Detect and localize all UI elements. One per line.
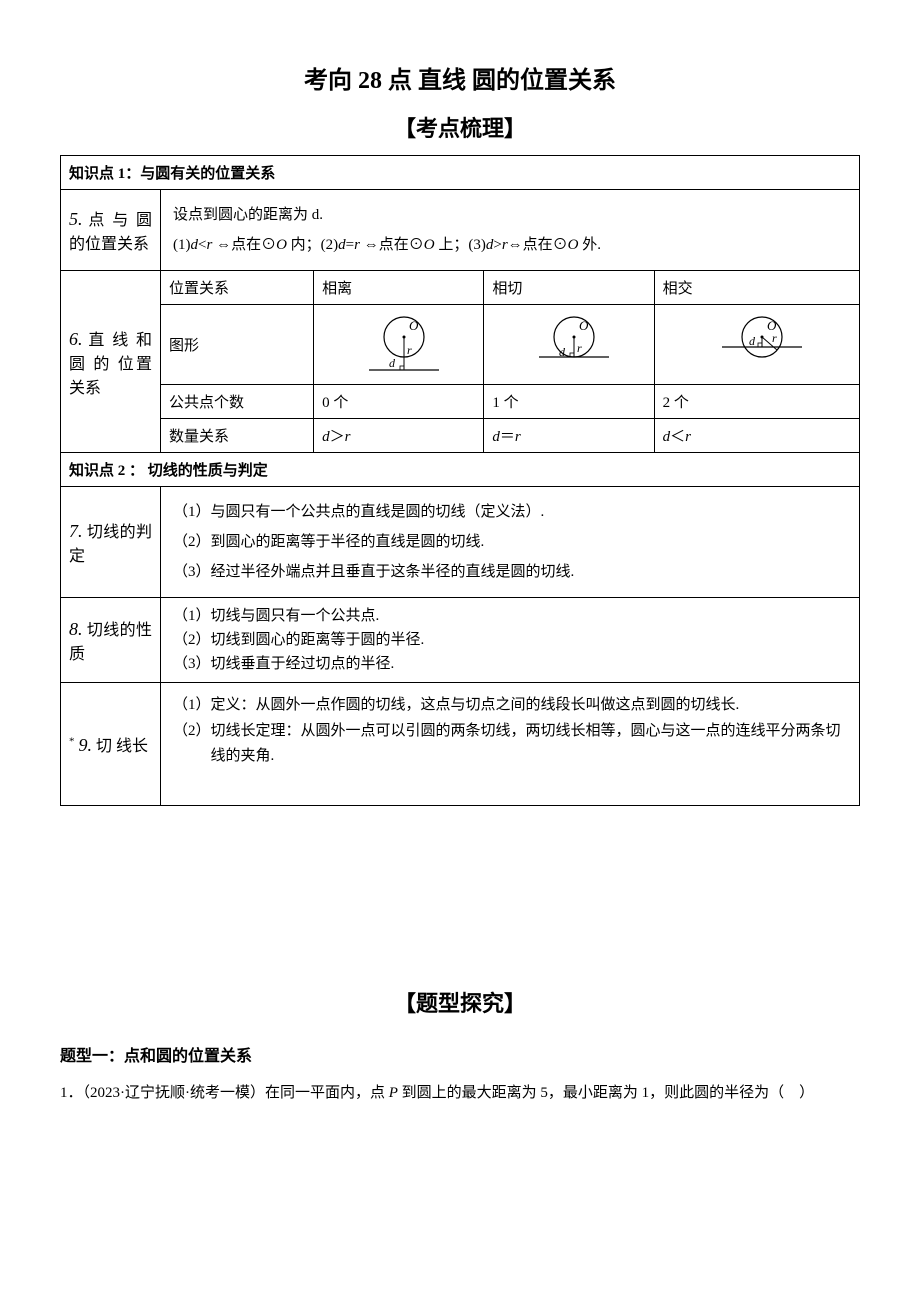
page-title: 考向 28 点 直线 圆的位置关系 — [60, 60, 860, 95]
diagram-tangent: O r d — [484, 305, 654, 385]
row7-line2: （2）到圆心的距离等于半径的直线是圆的切线. — [173, 527, 847, 557]
svg-text:r: r — [772, 331, 777, 345]
row9-asterisk: * — [69, 736, 75, 748]
diagram-intersect: O r d — [654, 305, 859, 385]
svg-text:O: O — [409, 318, 419, 333]
row8-line2: （2）切线到圆心的距离等于圆的半径. — [173, 628, 847, 652]
header-tangent: 相切 — [484, 271, 654, 305]
row9-line2: （2）切线长定理：从圆外一点可以引圆的两条切线，两切线长相等，圆心与这一点的连线… — [211, 719, 848, 770]
question-section-title: 【题型探究】 — [60, 986, 860, 1018]
question-1: 1．（2023·辽宁抚顺·统考一模）在同一平面内，点 P 到圆上的最大距离为 5… — [60, 1080, 860, 1107]
svg-text:d: d — [749, 334, 756, 348]
relation-lt: d＜r — [654, 419, 859, 453]
row8-content: （1）切线与圆只有一个公共点. （2）切线到圆心的距离等于圆的半径. （3）切线… — [161, 598, 860, 683]
row9-line1: （1）定义：从圆外一点作圆的切线，这点与切点之间的线段长叫做这点到圆的切线长. — [211, 693, 848, 719]
knowledge-table: 知识点 1：与圆有关的位置关系 5. 点 与 圆的位置关系 设点到圆心的距离为 … — [60, 155, 860, 806]
diagram-separate: O r d — [314, 305, 484, 385]
count-0: 0 个 — [314, 385, 484, 419]
row9-content: （1）定义：从圆外一点作圆的切线，这点与切点之间的线段长叫做这点到圆的切线长. … — [161, 683, 860, 806]
count-2: 2 个 — [654, 385, 859, 419]
header-separate: 相离 — [314, 271, 484, 305]
row8-line3: （3）切线垂直于经过切点的半径. — [173, 652, 847, 676]
row5-label: 5. 点 与 圆的位置关系 — [61, 190, 161, 271]
section2-header: 知识点 2 ： 切线的性质与判定 — [61, 453, 860, 487]
count-1: 1 个 — [484, 385, 654, 419]
svg-text:O: O — [579, 318, 589, 333]
row6-label: 6. 直 线 和圆 的 位置关系 — [61, 271, 161, 453]
row7-label: 7. 切线的判定 — [61, 487, 161, 598]
section1-header: 知识点 1：与圆有关的位置关系 — [61, 156, 860, 190]
row7-line1: （1）与圆只有一个公共点的直线是圆的切线（定义法）. — [173, 497, 847, 527]
row5-num: 5. — [69, 209, 83, 229]
row6-num: 6. — [69, 329, 83, 349]
count-label: 公共点个数 — [161, 385, 314, 419]
row7-num: 7. — [69, 521, 83, 541]
intersect-icon: O r d — [707, 312, 807, 377]
row7-content: （1）与圆只有一个公共点的直线是圆的切线（定义法）. （2）到圆心的距离等于半径… — [161, 487, 860, 598]
row8-label: 8. 切线的性质 — [61, 598, 161, 683]
svg-text:d: d — [389, 356, 396, 370]
row9-num: 9. — [79, 735, 93, 755]
separate-icon: O r d — [359, 312, 439, 377]
row8-num: 8. — [69, 619, 83, 639]
row9-label: * 9. 切 线长 — [61, 683, 161, 806]
shape-label: 图形 — [161, 305, 314, 385]
section-subtitle: 【考点梳理】 — [60, 111, 860, 143]
row7-line3: （3）经过半径外端点并且垂直于这条半径的直线是圆的切线. — [173, 557, 847, 587]
tangent-icon: O r d — [529, 312, 609, 377]
relation-gt: d＞r — [314, 419, 484, 453]
row8-line1: （1）切线与圆只有一个公共点. — [173, 604, 847, 628]
svg-text:r: r — [407, 343, 412, 357]
row9-label-text: 切 线长 — [92, 738, 148, 755]
svg-text:r: r — [577, 341, 582, 355]
relation-label: 数量关系 — [161, 419, 314, 453]
relation-eq: d＝r — [484, 419, 654, 453]
question-type-1: 题型一：点和圆的位置关系 — [60, 1042, 860, 1066]
row5-content: 设点到圆心的距离为 d. (1)d<r ⇔点在⊙O 内；(2)d=r ⇔点在⊙O… — [161, 190, 860, 271]
header-position: 位置关系 — [161, 271, 314, 305]
header-intersect: 相交 — [654, 271, 859, 305]
